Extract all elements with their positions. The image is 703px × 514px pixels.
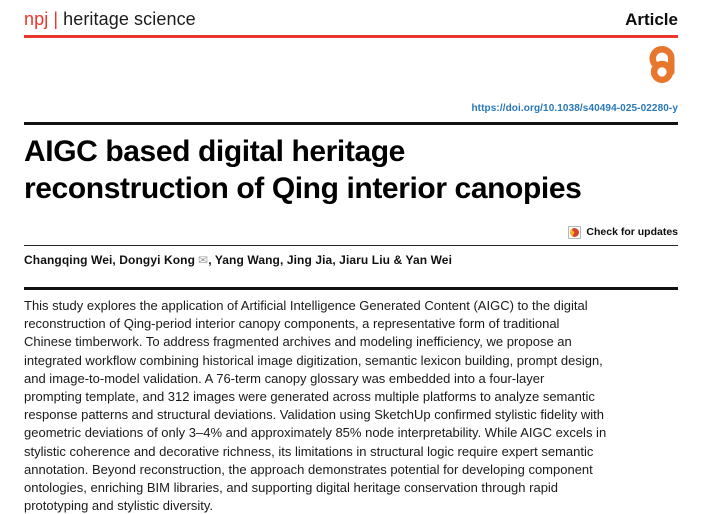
article-type-label: Article [625,10,678,29]
journal-logo: npj | heritage science [24,9,196,30]
abstract-line: and image-to-model validation. A 76-term… [24,370,545,386]
check-for-updates-row: Check for updates [24,225,678,239]
abstract-line: prompting template, and 312 images were … [24,389,595,405]
journal-logo-npj: npj [24,9,49,29]
authors-top-divider [24,244,678,246]
abstract-line: annotation. Beyond reconstruction, the a… [24,461,593,477]
authors-part1: Changqing Wei, Dongyi Kong [24,253,196,267]
journal-masthead: npj | heritage science Article [24,0,678,30]
masthead-divider [24,35,678,38]
open-access-row [24,45,678,84]
page-content: npj | heritage science Article https://doi… [24,0,678,514]
crossmark-circle [570,227,580,237]
doi-row: https://doi.org/10.1038/s40494-025-02280… [24,98,678,116]
abstract-line: geometric deviations of only 3–4% and ap… [24,425,607,441]
abstract-line: response patterns and structural deviati… [24,407,604,423]
abstract-line: This study explores the application of A… [24,298,588,313]
crossmark-icon [568,225,582,239]
journal-logo-name: heritage science [63,9,196,29]
article-title: AIGC based digital heritage reconstructi… [24,133,678,207]
journal-logo-separator: | [53,9,59,29]
abstract-line: integrated workflow combining historical… [24,352,603,368]
email-icon[interactable]: ✉ [198,253,209,267]
abstract: This study explores the application of A… [24,297,607,514]
abstract-line: reconstruction of Qing-period interior c… [24,316,560,332]
open-access-icon [649,46,675,84]
check-for-updates-label: Check for updates [586,226,678,238]
abstract-top-divider [24,287,678,290]
article-title-line2: reconstruction of Qing interior canopies [24,171,582,205]
abstract-line: prototyping and stylistic diversity. [24,498,214,514]
doi-divider [24,122,678,125]
authors-line: Changqing Wei, Dongyi Kong ✉, Yang Wang, … [24,246,678,267]
abstract-line: Chinese timberwork. To address fragmente… [24,334,572,350]
authors-part2: , Yang Wang, Jing Jia, Jiaru Liu & Yan W… [208,253,453,267]
article-title-line1: AIGC based digital heritage [24,134,405,168]
abstract-line: ontologies, enriching BIM libraries, and… [24,480,559,496]
check-for-updates-link[interactable]: Check for updates [568,225,678,239]
doi-link[interactable]: https://doi.org/10.1038/s40494-025-02280… [471,103,678,114]
abstract-line: stylistic coherence and decorative richn… [24,443,594,459]
